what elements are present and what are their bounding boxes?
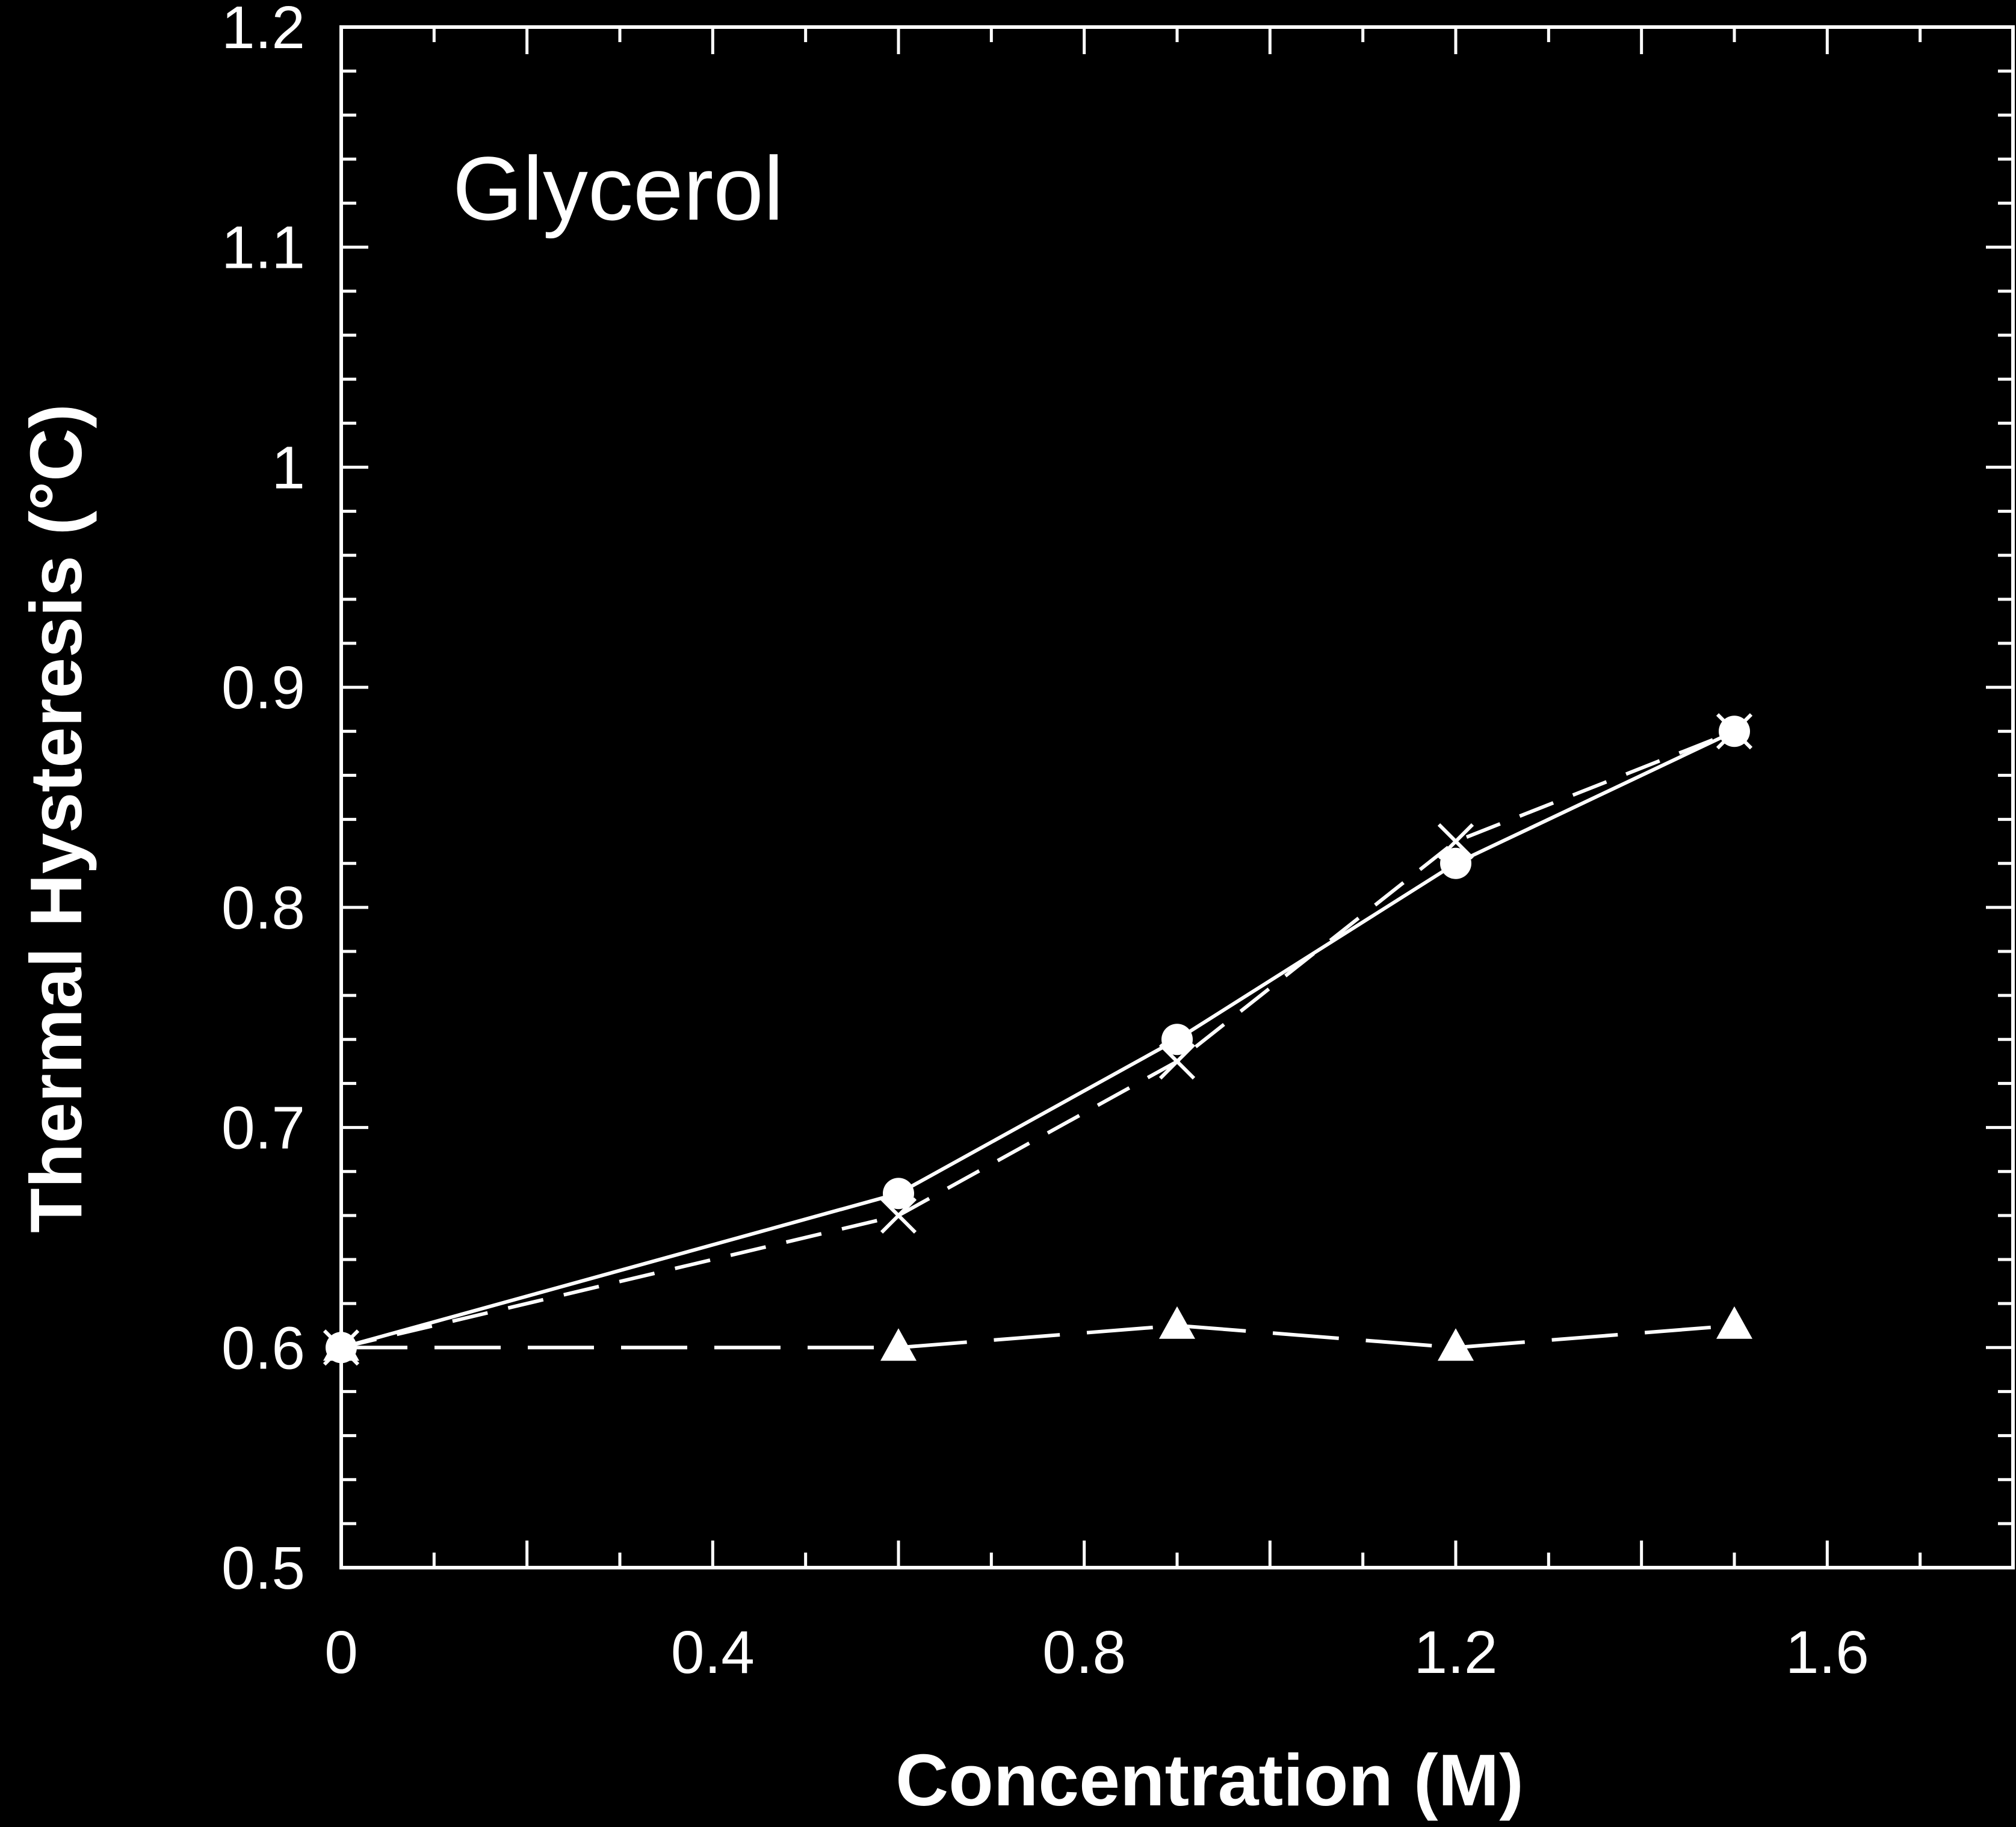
data-point-triangle — [1438, 1328, 1474, 1361]
data-point-x — [1158, 1043, 1196, 1080]
y-tick-label: 0.9 — [221, 654, 305, 722]
y-tick-label: 1.2 — [221, 0, 305, 61]
x-tick-label: 0.4 — [671, 1619, 755, 1686]
x-tick-label: 1.2 — [1414, 1619, 1497, 1686]
tick-labels: 0 0.4 0.8 1.2 1.6 0.5 0.6 0.7 0.8 0.9 1 1.1 1.2 — [221, 0, 1869, 1686]
data-point-triangle — [880, 1328, 917, 1361]
data-point-x — [1437, 823, 1474, 860]
y-tick-label: 0.6 — [221, 1314, 305, 1382]
x-tick-label: 0.8 — [1042, 1619, 1126, 1686]
plot-frame — [339, 25, 2015, 1569]
y-tick-label: 0.5 — [221, 1535, 305, 1602]
y-tick-label: 1 — [271, 434, 305, 501]
y-tick-label: 1.1 — [221, 214, 305, 282]
x-tick-label: 1.6 — [1786, 1619, 1869, 1686]
data-point-triangle — [1716, 1306, 1752, 1339]
data-point-circle — [883, 1178, 914, 1210]
data-point-circle — [1440, 847, 1471, 879]
y-tick-label: 0.7 — [221, 1095, 305, 1162]
data-point-x — [1716, 713, 1753, 750]
data-point-circle — [1161, 1024, 1193, 1056]
data-point-triangle — [1159, 1306, 1195, 1339]
data-point-x — [880, 1197, 917, 1234]
chart-annotation: Glycerol — [453, 138, 784, 239]
series-layer — [323, 713, 1753, 1366]
x-axis-title: Concentration (M) — [895, 1739, 1524, 1821]
y-axis-title: Thermal Hysteresis (°C) — [15, 404, 97, 1233]
tick-marks — [339, 25, 2015, 1569]
x-tick-label: 0 — [324, 1619, 358, 1686]
y-tick-label: 0.8 — [221, 874, 305, 942]
